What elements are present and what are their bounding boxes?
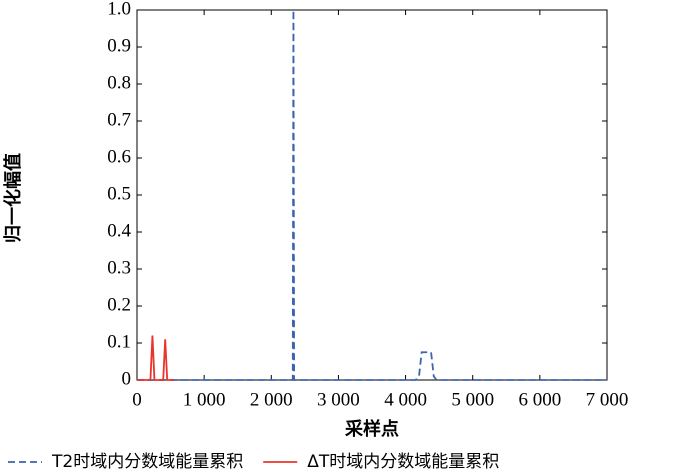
y-tick-label: 0.7 <box>107 109 131 130</box>
x-tick-label: 7 000 <box>586 389 629 410</box>
x-tick-label: 1 000 <box>183 389 226 410</box>
y-tick-label: 0.5 <box>107 183 131 204</box>
y-axis-title: 归一化幅值 <box>2 153 24 243</box>
series-line <box>137 335 174 381</box>
legend-label: T2时域内分数域能量累积 <box>51 452 243 472</box>
y-tick-label: 0 <box>122 368 132 389</box>
y-tick-label: 0.4 <box>107 220 131 241</box>
y-tick-label: 0.6 <box>107 146 131 167</box>
x-tick-label: 5 000 <box>451 389 494 410</box>
y-tick-label: 0.8 <box>107 72 131 93</box>
plot-frame <box>136 9 608 381</box>
y-tick-label: 0.3 <box>107 257 131 278</box>
series-line <box>137 9 607 381</box>
x-tick-label: 3 000 <box>317 389 360 410</box>
x-tick-label: 2 000 <box>250 389 293 410</box>
x-tick-label: 6 000 <box>518 389 561 410</box>
x-axis-title: 采样点 <box>344 418 399 440</box>
y-tick-label: 1.0 <box>107 0 131 19</box>
y-tick-label: 0.2 <box>107 294 131 315</box>
x-tick-label: 0 <box>132 389 142 410</box>
y-tick-label: 0.1 <box>107 331 131 352</box>
y-tick-label: 0.9 <box>107 35 131 56</box>
legend-label: ΔT时域内分数域能量累积 <box>307 452 499 472</box>
x-tick-label: 4 000 <box>384 389 427 410</box>
